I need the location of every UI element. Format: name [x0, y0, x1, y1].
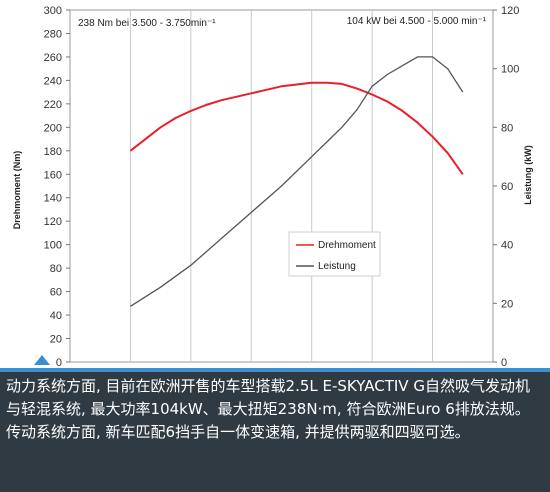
left-tick-label: 260: [44, 52, 62, 64]
right-axis-ticks: 0 20 40 60 80 100 120: [493, 5, 519, 369]
series-layer: [129, 56, 464, 307]
series-line-drehmoment: [129, 81, 464, 175]
right-tick-label: 80: [501, 122, 513, 134]
right-tick-label: 20: [501, 298, 513, 310]
right-tick-label: 60: [501, 181, 513, 193]
right-tick-label: 40: [501, 240, 513, 252]
legend-label-leistung: Leistung: [318, 261, 356, 272]
chart-svg: 0204060801001201401601802002202402602803…: [12, 5, 533, 369]
left-tick-label: 160: [44, 169, 62, 181]
power-annotation: 104 kW bei 4.500 - 5.000 min⁻¹: [347, 16, 487, 27]
caption-accent-bar: [0, 368, 550, 372]
left-tick-label: 0: [56, 357, 62, 369]
series-line-leistung: [130, 56, 464, 307]
right-tick-label: 120: [501, 5, 519, 17]
right-tick-label: 0: [501, 357, 507, 369]
vertical-grid: [129, 10, 434, 362]
left-axis-label: Drehmoment (Nm): [12, 151, 22, 230]
left-tick-label: 220: [44, 99, 62, 111]
left-tick-label: 40: [50, 310, 62, 322]
performance-chart: 0 20 40 60 80 100 120 140 160 180 200 220 240 260 280 3…: [12, 5, 533, 369]
left-tick-label: 300: [44, 5, 62, 17]
left-axis-ticks: 0 20 40 60 80 100 120 140 160 180 200 220 240 260 280 3…: [44, 5, 70, 369]
left-tick-label: 200: [44, 122, 62, 134]
left-tick-label: 280: [44, 28, 62, 40]
legend-label-drehmoment: Drehmoment: [318, 240, 376, 251]
right-tick-label: 100: [501, 64, 519, 76]
left-tick-label: 140: [44, 193, 62, 205]
caption-text: 动力系统方面, 目前在欧洲开售的车型搭载2.5L E-SKYACTIV G自然吸…: [0, 372, 550, 492]
left-tick-label: 80: [50, 263, 62, 275]
caption-pointer-icon: [34, 355, 50, 365]
left-tick-label: 60: [50, 287, 62, 299]
right-axis-label: Leistung (kW): [523, 145, 533, 205]
left-tick-label: 240: [44, 75, 62, 87]
left-tick-label: 120: [44, 216, 62, 228]
legend-box: [288, 231, 381, 277]
torque-annotation: 238 Nm bei 3.500 - 3.750min⁻¹: [78, 18, 216, 29]
left-tick-label: 20: [50, 334, 62, 346]
left-tick-label: 180: [44, 146, 62, 158]
left-tick-label: 100: [44, 240, 62, 252]
